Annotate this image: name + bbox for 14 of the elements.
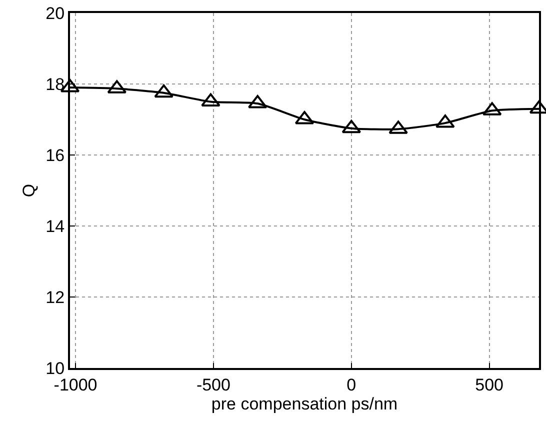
x-tick-label: 500 (475, 375, 504, 394)
y-tick-label: 10 (46, 358, 65, 378)
x-tick-label: 0 (346, 375, 356, 394)
x-tick-label: -1000 (54, 375, 98, 394)
point (342, 120, 362, 134)
y-axis-title: Q (20, 184, 39, 198)
y-tick-label: 14 (46, 216, 65, 236)
x-tick-label: -500 (196, 375, 230, 394)
y-tick-label: 16 (46, 146, 65, 165)
y-tick-label: 12 (46, 288, 65, 307)
point (154, 84, 174, 98)
y-tick-label: 20 (46, 4, 65, 23)
x-axis-title: pre compensation ps/nm (211, 394, 398, 414)
y-tick-label: 18 (46, 74, 65, 94)
